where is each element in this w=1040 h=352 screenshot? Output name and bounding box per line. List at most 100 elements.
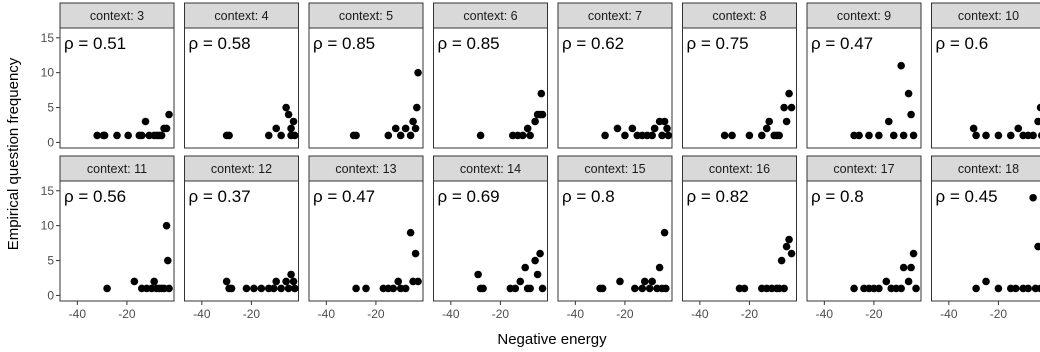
data-point xyxy=(994,284,1003,293)
rho-label: ρ = 0.56 xyxy=(64,187,126,206)
facet-panel: context: 9 ρ = 0.47 xyxy=(806,2,922,149)
rho-label: ρ = 0.8 xyxy=(811,187,864,206)
data-point xyxy=(1007,131,1015,140)
rho-label: ρ = 0.82 xyxy=(687,187,749,206)
facet-strip xyxy=(59,2,175,29)
data-point xyxy=(287,124,295,133)
y-tick-label: 10 xyxy=(41,66,55,80)
data-point xyxy=(1036,284,1040,293)
data-point xyxy=(899,131,908,140)
data-point xyxy=(655,263,664,272)
facet-panel: context: 6 ρ = 0.85 xyxy=(433,2,548,149)
data-point xyxy=(1034,242,1040,251)
facet-panel: context: 5 ρ = 0.85 xyxy=(308,2,424,149)
data-point xyxy=(662,284,670,293)
data-point xyxy=(982,277,990,286)
facet-title: context: 10 xyxy=(958,9,1019,23)
data-point xyxy=(648,131,656,140)
data-point xyxy=(287,270,295,279)
facet-title: context: 14 xyxy=(460,162,521,176)
panel-border xyxy=(806,180,922,302)
facet-title: context: 11 xyxy=(87,162,147,176)
rho-label: ρ = 0.62 xyxy=(562,34,624,53)
panel-border xyxy=(682,27,797,149)
data-point xyxy=(257,284,266,293)
facet-panel: context: 14 ρ = 0.69 -40 -20 xyxy=(433,155,548,321)
x-tick-label: -40 xyxy=(567,307,585,321)
facet-strip xyxy=(931,155,1040,182)
data-point xyxy=(290,284,299,293)
data-point xyxy=(269,284,278,293)
facet-strip xyxy=(557,155,673,182)
facet-panel: context: 17 ρ = 0.8 -40 -20 xyxy=(806,155,922,321)
y-tick-label: 15 xyxy=(41,184,55,198)
data-point xyxy=(972,284,980,293)
data-point xyxy=(531,256,539,265)
data-point xyxy=(850,284,858,293)
data-point xyxy=(518,131,527,140)
data-point xyxy=(613,124,622,133)
data-point xyxy=(411,124,420,133)
data-point xyxy=(787,249,796,258)
data-point xyxy=(745,131,754,140)
data-point xyxy=(414,68,422,77)
x-tick-label: -20 xyxy=(616,307,634,321)
data-point xyxy=(516,277,525,286)
data-point xyxy=(406,131,415,140)
facet-strip xyxy=(931,2,1040,29)
facet-panel: context: 18 ρ = 0.45 -40 -20 xyxy=(931,155,1040,321)
data-point xyxy=(969,124,978,133)
data-point xyxy=(616,277,624,286)
data-point xyxy=(601,131,609,140)
data-point xyxy=(663,124,671,133)
rho-label: ρ = 0.85 xyxy=(438,34,500,53)
facet-title: context: 7 xyxy=(588,9,642,23)
data-point xyxy=(526,131,534,140)
data-point xyxy=(765,117,774,126)
facet-panels: context: 3 ρ = 0.51 0 5 10 15 context: 4 ρ = 0.… xyxy=(41,2,1040,321)
data-point xyxy=(165,284,173,293)
data-point xyxy=(720,131,729,140)
data-point xyxy=(103,284,111,293)
data-point xyxy=(124,131,132,140)
facet-strip xyxy=(184,155,299,182)
data-point xyxy=(222,277,231,286)
data-point xyxy=(889,131,898,140)
panel-border xyxy=(682,180,797,302)
data-point xyxy=(1036,103,1040,112)
rho-label: ρ = 0.85 xyxy=(313,34,375,53)
facet-title: context: 13 xyxy=(335,162,396,176)
data-point xyxy=(391,124,400,133)
data-point xyxy=(264,131,273,140)
x-tick-label: -20 xyxy=(741,307,759,321)
data-point xyxy=(640,277,649,286)
facet-panel: context: 15 ρ = 0.8 -40 -20 xyxy=(557,155,673,321)
x-tick-label: -20 xyxy=(243,307,261,321)
data-point xyxy=(897,61,905,70)
data-point xyxy=(875,131,883,140)
data-point xyxy=(875,284,883,293)
data-point xyxy=(479,284,487,293)
data-point xyxy=(165,110,173,119)
data-point xyxy=(523,124,532,133)
x-tick-label: -20 xyxy=(865,307,883,321)
x-tick-label: -40 xyxy=(318,307,336,321)
data-point xyxy=(780,103,788,112)
data-point xyxy=(282,277,290,286)
x-tick-label: -40 xyxy=(193,307,211,321)
data-point xyxy=(904,277,913,286)
data-point xyxy=(533,270,542,279)
data-point xyxy=(538,110,547,119)
data-point xyxy=(362,284,370,293)
facet-panel: context: 12 ρ = 0.37 -40 -20 xyxy=(184,155,299,321)
facet-strip xyxy=(682,2,797,29)
facet-panel: context: 13 ρ = 0.47 -40 -20 xyxy=(308,155,424,321)
data-point xyxy=(287,131,295,140)
facet-panel: context: 11 ρ = 0.56 0 5 10 15 -40 -20 xyxy=(41,155,175,321)
data-point xyxy=(1014,124,1023,133)
x-tick-label: -20 xyxy=(492,307,510,321)
data-point xyxy=(225,131,233,140)
data-point xyxy=(1011,284,1020,293)
data-point xyxy=(782,117,791,126)
data-point xyxy=(289,277,298,286)
